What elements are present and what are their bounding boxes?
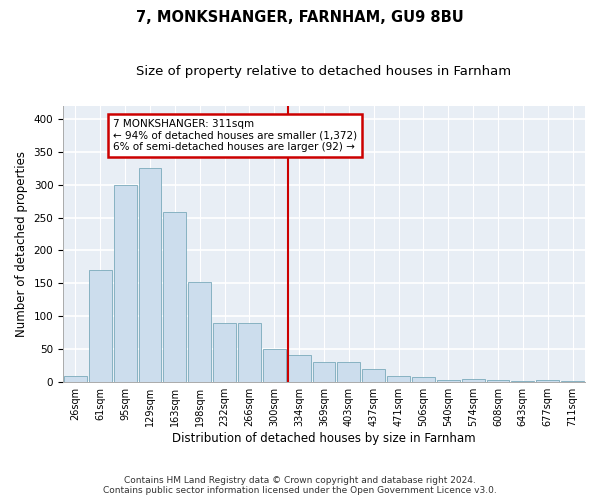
Title: Size of property relative to detached houses in Farnham: Size of property relative to detached ho… [136, 65, 512, 78]
Bar [437, 380, 460, 382]
Bar [139, 168, 161, 382]
X-axis label: Distribution of detached houses by size in Farnham: Distribution of detached houses by size … [172, 432, 476, 445]
Bar [163, 212, 187, 382]
Bar [114, 184, 137, 382]
Bar [64, 376, 87, 382]
Bar [511, 381, 534, 382]
Bar [487, 380, 509, 382]
Bar [337, 362, 361, 382]
Bar [213, 323, 236, 382]
Bar [89, 270, 112, 382]
Bar [412, 377, 435, 382]
Text: 7 MONKSHANGER: 311sqm
← 94% of detached houses are smaller (1,372)
6% of semi-de: 7 MONKSHANGER: 311sqm ← 94% of detached … [113, 118, 357, 152]
Bar [387, 376, 410, 382]
Bar [313, 362, 335, 382]
Bar [462, 379, 485, 382]
Bar [238, 323, 261, 382]
Bar [561, 381, 584, 382]
Bar [188, 282, 211, 382]
Text: Contains HM Land Registry data © Crown copyright and database right 2024.
Contai: Contains HM Land Registry data © Crown c… [103, 476, 497, 495]
Bar [362, 369, 385, 382]
Text: 7, MONKSHANGER, FARNHAM, GU9 8BU: 7, MONKSHANGER, FARNHAM, GU9 8BU [136, 10, 464, 25]
Y-axis label: Number of detached properties: Number of detached properties [15, 151, 28, 337]
Bar [288, 354, 311, 382]
Bar [263, 350, 286, 382]
Bar [536, 380, 559, 382]
